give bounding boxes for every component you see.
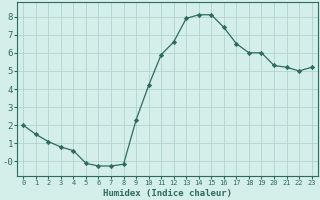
X-axis label: Humidex (Indice chaleur): Humidex (Indice chaleur) — [103, 189, 232, 198]
